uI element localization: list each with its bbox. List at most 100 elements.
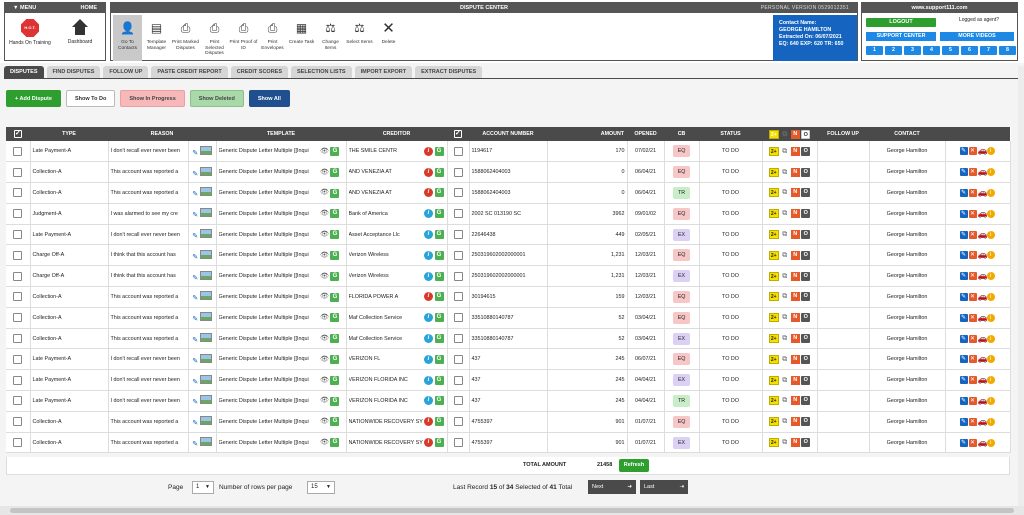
table-row[interactable]: Collection-A This account was reported a ✎… bbox=[6, 161, 1011, 184]
g-badge[interactable]: G bbox=[330, 209, 340, 219]
table-row[interactable]: Collection-A This account was reported a ✎… bbox=[6, 307, 1011, 329]
image-icon[interactable] bbox=[199, 374, 212, 384]
info-icon[interactable]: i bbox=[986, 147, 995, 156]
image-icon[interactable] bbox=[199, 166, 212, 176]
g-badge[interactable]: G bbox=[330, 292, 340, 302]
g-badge[interactable]: G bbox=[330, 375, 340, 385]
car-icon[interactable]: 🚗 bbox=[977, 146, 988, 156]
g-badge[interactable]: G bbox=[434, 209, 444, 219]
g-badge[interactable]: G bbox=[330, 396, 340, 406]
info-icon[interactable]: i bbox=[986, 251, 995, 260]
info-icon[interactable]: i bbox=[986, 396, 995, 405]
edit-reason-icon[interactable]: ✎ bbox=[192, 440, 199, 449]
copy-icon[interactable]: ⧉ bbox=[782, 271, 788, 280]
g-badge[interactable]: G bbox=[434, 292, 444, 302]
row-checkbox[interactable] bbox=[13, 230, 23, 240]
tab-disputes[interactable]: DISPUTES bbox=[4, 66, 44, 78]
mark-checkbox[interactable] bbox=[453, 334, 463, 344]
page-button-5[interactable]: 5 bbox=[942, 46, 959, 55]
car-icon[interactable]: 🚗 bbox=[977, 354, 988, 364]
g-badge[interactable]: G bbox=[434, 167, 444, 177]
g-badge[interactable]: G bbox=[330, 188, 340, 198]
delete-icon[interactable]: ✕ bbox=[968, 251, 977, 260]
row-checkbox[interactable] bbox=[13, 271, 23, 281]
reason-cell[interactable]: This account was reported a bbox=[108, 307, 189, 329]
o-badge[interactable]: O bbox=[801, 230, 811, 240]
two-plus-badge[interactable]: 2+ bbox=[768, 375, 779, 385]
eye-icon[interactable]: 👁 bbox=[320, 375, 329, 384]
info-icon[interactable]: i bbox=[986, 313, 995, 322]
g-badge[interactable]: G bbox=[434, 230, 444, 240]
eye-icon[interactable]: 👁 bbox=[320, 438, 329, 447]
image-icon[interactable] bbox=[199, 416, 212, 426]
creditor-cell[interactable]: Maf Collection Service i G bbox=[346, 328, 448, 350]
mark-checkbox[interactable] bbox=[453, 167, 463, 177]
eye-icon[interactable]: 👁 bbox=[320, 292, 329, 301]
n-badge[interactable]: N bbox=[790, 313, 800, 323]
table-row[interactable]: Late Payment-A I don't recall ever never … bbox=[6, 141, 1011, 163]
car-icon[interactable]: 🚗 bbox=[977, 271, 988, 281]
n-badge[interactable]: N bbox=[790, 417, 800, 427]
n-badge[interactable]: N bbox=[790, 188, 800, 198]
edit-icon[interactable]: ✎ bbox=[959, 376, 968, 385]
row-checkbox[interactable] bbox=[13, 375, 23, 385]
page-button-1[interactable]: 1 bbox=[866, 46, 883, 55]
two-plus-badge[interactable]: 2+ bbox=[768, 334, 779, 344]
mark-checkbox[interactable] bbox=[453, 146, 463, 156]
edit-icon[interactable]: ✎ bbox=[959, 313, 968, 322]
creditor-cell[interactable]: FLORIDA POWER A i G bbox=[346, 286, 448, 308]
car-icon[interactable]: 🚗 bbox=[977, 250, 988, 260]
template-cell[interactable]: Generic Dispute Letter Multiple [[Inqui … bbox=[216, 348, 347, 371]
show-deleted-button[interactable]: Show Deleted bbox=[189, 90, 244, 107]
o-badge[interactable]: O bbox=[801, 129, 811, 139]
info-icon[interactable]: i bbox=[424, 313, 434, 323]
page-select[interactable]: 1 ▼ bbox=[192, 481, 214, 494]
column-header-contact[interactable]: CONTACT bbox=[869, 127, 946, 141]
edit-icon[interactable]: ✎ bbox=[959, 334, 968, 343]
eye-icon[interactable]: 👁 bbox=[320, 396, 329, 405]
g-badge[interactable]: G bbox=[330, 334, 340, 344]
creditor-cell[interactable]: VERIZON FLORIDA INC i G bbox=[346, 369, 448, 392]
delete-icon[interactable]: ✕ bbox=[968, 272, 977, 281]
info-icon[interactable]: i bbox=[424, 438, 434, 448]
tab-follow-up[interactable]: FOLLOW UP bbox=[103, 66, 149, 78]
n-badge[interactable]: N bbox=[790, 396, 800, 406]
info-icon[interactable]: i bbox=[424, 188, 434, 198]
image-icon[interactable] bbox=[199, 208, 212, 218]
page-button-3[interactable]: 3 bbox=[904, 46, 921, 55]
mark-checkbox[interactable] bbox=[453, 417, 463, 427]
edit-reason-icon[interactable]: ✎ bbox=[192, 377, 199, 386]
n-badge[interactable]: N bbox=[790, 129, 800, 139]
two-plus-badge[interactable]: 2+ bbox=[768, 129, 779, 139]
edit-icon[interactable]: ✎ bbox=[959, 230, 968, 239]
info-icon[interactable]: i bbox=[424, 375, 434, 385]
info-icon[interactable]: i bbox=[986, 272, 995, 281]
mark-checkbox[interactable] bbox=[453, 313, 463, 323]
last-page-button[interactable]: Last ⇥ bbox=[640, 480, 688, 494]
copy-icon[interactable]: ⧉ bbox=[782, 396, 788, 405]
n-badge[interactable]: N bbox=[790, 438, 800, 448]
copy-icon[interactable]: ⧉ bbox=[782, 209, 788, 218]
table-row[interactable]: Collection-A This account was reported a ✎… bbox=[6, 328, 1011, 350]
reason-cell[interactable]: I think that this account has bbox=[108, 265, 189, 288]
copy-icon[interactable]: ⧉ bbox=[782, 250, 788, 259]
copy-icon[interactable]: ⧉ bbox=[782, 417, 788, 426]
info-icon[interactable]: i bbox=[424, 334, 434, 344]
column-header-cb[interactable]: CB bbox=[664, 127, 700, 141]
car-icon[interactable]: 🚗 bbox=[977, 395, 988, 405]
delete-icon[interactable]: ✕ bbox=[968, 209, 977, 218]
g-badge[interactable]: G bbox=[330, 313, 340, 323]
n-badge[interactable]: N bbox=[790, 354, 800, 364]
table-row[interactable]: Collection-A This account was reported a ✎… bbox=[6, 182, 1011, 204]
table-row[interactable]: Judgment-A I was alarmed to see my cre ✎ G… bbox=[6, 203, 1011, 225]
tab-extract-disputes[interactable]: EXTRACT DISPUTES bbox=[415, 66, 483, 78]
n-badge[interactable]: N bbox=[790, 334, 800, 344]
select-all-header[interactable] bbox=[6, 127, 30, 141]
tool-delete[interactable]: ✕ Delete bbox=[381, 19, 396, 45]
image-icon[interactable] bbox=[199, 187, 212, 197]
two-plus-badge[interactable]: 2+ bbox=[768, 313, 779, 323]
info-icon[interactable]: i bbox=[986, 292, 995, 301]
menu-item-dashboard[interactable]: Dashboard bbox=[58, 19, 102, 46]
o-badge[interactable]: O bbox=[801, 271, 811, 281]
info-icon[interactable]: i bbox=[986, 376, 995, 385]
